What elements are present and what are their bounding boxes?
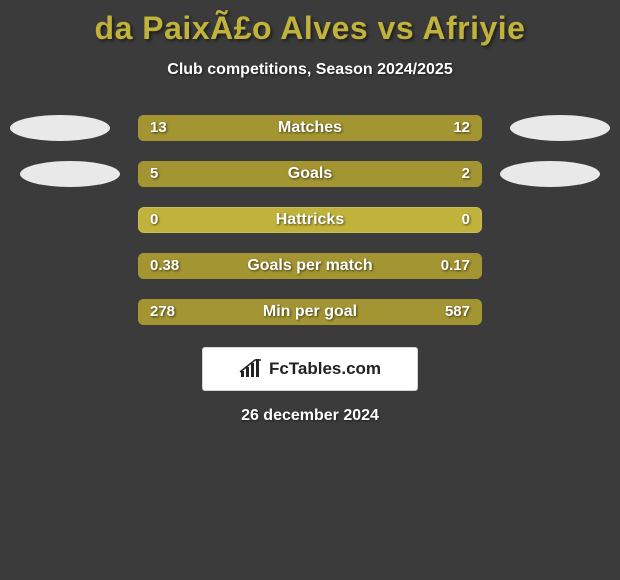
stat-value-right: 0 <box>462 207 470 233</box>
player-left-badge <box>20 161 120 187</box>
stat-bar: 0.38 Goals per match 0.17 <box>138 253 482 279</box>
bar-fill-left <box>138 161 382 187</box>
stat-row: 13 Matches 12 <box>0 115 620 141</box>
bar-fill-left <box>138 299 248 325</box>
stat-row: 278 Min per goal 587 <box>0 299 620 325</box>
player-left-badge <box>10 115 110 141</box>
stat-value-left: 0 <box>150 207 158 233</box>
bar-fill-right <box>317 115 482 141</box>
stat-label: Hattricks <box>138 207 482 233</box>
brand-text: FcTables.com <box>269 359 381 379</box>
stat-bar: 5 Goals 2 <box>138 161 482 187</box>
player-right-badge <box>500 161 600 187</box>
bar-fill-right <box>248 299 482 325</box>
player-right-badge <box>510 115 610 141</box>
stat-bar: 13 Matches 12 <box>138 115 482 141</box>
stat-bar: 0 Hattricks 0 <box>138 207 482 233</box>
subtitle: Club competitions, Season 2024/2025 <box>167 61 452 79</box>
page-title: da PaixÃ£o Alves vs Afriyie <box>95 10 526 47</box>
stat-row: 0.38 Goals per match 0.17 <box>0 253 620 279</box>
stat-row: 0 Hattricks 0 <box>0 207 620 233</box>
bar-fill-left <box>138 115 317 141</box>
stat-rows: 13 Matches 12 5 Goals 2 0 Hattricks <box>0 115 620 325</box>
chart-icon <box>239 359 263 379</box>
bar-fill-right <box>375 253 482 279</box>
bar-fill-left <box>138 253 375 279</box>
comparison-widget: da PaixÃ£o Alves vs Afriyie Club competi… <box>0 0 620 580</box>
bar-fill-right <box>382 161 482 187</box>
date: 26 december 2024 <box>241 407 379 425</box>
brand-box[interactable]: FcTables.com <box>202 347 418 391</box>
stat-bar: 278 Min per goal 587 <box>138 299 482 325</box>
stat-row: 5 Goals 2 <box>0 161 620 187</box>
